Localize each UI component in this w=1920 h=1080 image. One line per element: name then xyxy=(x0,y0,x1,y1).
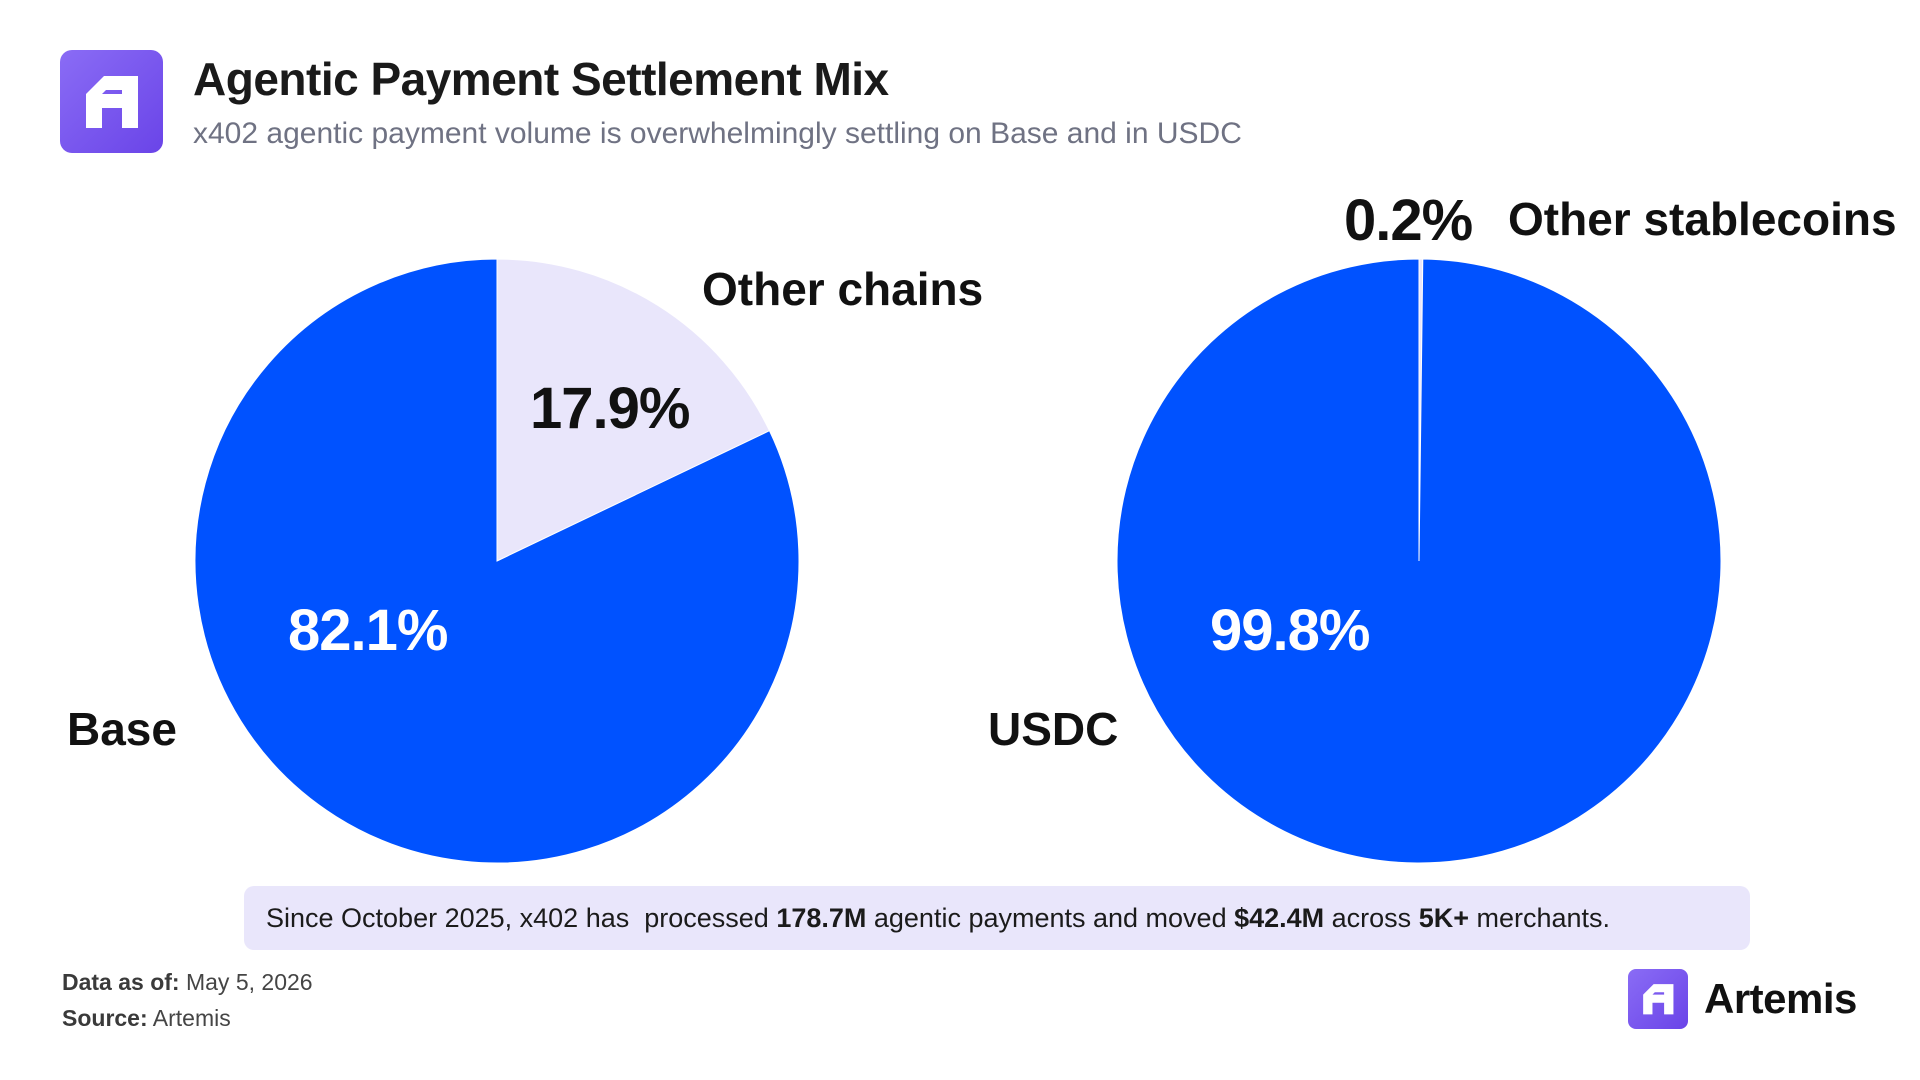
source-value: Artemis xyxy=(152,1005,231,1031)
value-label-other-chains: 17.9% xyxy=(530,376,690,441)
value-label-other-stablecoins: 0.2% xyxy=(1344,188,1473,253)
value-label-base: 82.1% xyxy=(288,598,448,663)
category-label-usdc: USDC xyxy=(988,703,1118,755)
pie-chart-1: Base Other chains 82.1% 17.9% xyxy=(67,258,983,864)
asof-value: May 5, 2026 xyxy=(185,969,313,995)
pie-slice-other-chains xyxy=(496,258,771,562)
callout-merchants: 5K+ xyxy=(1418,902,1469,933)
pie-slice-base xyxy=(194,258,800,864)
callout-mid1: agentic payments and moved xyxy=(866,902,1235,933)
page-subtitle: x402 agentic payment volume is overwhelm… xyxy=(193,117,1242,150)
data-source: Source: Artemis xyxy=(62,1005,231,1032)
asof-label: Data as of: xyxy=(62,969,180,995)
category-label-other-chains: Other chains xyxy=(702,263,983,315)
source-label: Source: xyxy=(62,1005,148,1031)
artemis-logo-icon xyxy=(60,50,163,153)
pie-charts: Base Other chains 82.1% 17.9% USDC Other stab… xyxy=(67,188,1897,864)
brand-name: Artemis xyxy=(1704,975,1857,1022)
value-label-usdc: 99.8% xyxy=(1210,598,1370,663)
callout-prefix: Since October 2025, x402 has processed xyxy=(266,902,777,933)
pie-slice-usdc xyxy=(1116,258,1722,864)
page-title: Agentic Payment Settlement Mix xyxy=(193,53,889,105)
pie-chart-2: USDC Other stablecoins 99.8% 0.2% xyxy=(988,188,1897,864)
category-label-base: Base xyxy=(67,703,177,755)
category-label-other-stablecoins: Other stablecoins xyxy=(1508,193,1897,245)
callout-mid2: across xyxy=(1324,902,1419,933)
brand-logo: Artemis xyxy=(1628,968,1857,1030)
callout-suffix: merchants. xyxy=(1468,902,1611,933)
artemis-logo-icon xyxy=(1628,969,1688,1029)
callout-payments: 178.7M xyxy=(776,902,867,933)
summary-callout: Since October 2025, x402 has processed 1… xyxy=(244,886,1750,950)
data-as-of: Data as of: May 5, 2026 xyxy=(62,969,313,996)
callout-moved: $42.4M xyxy=(1234,902,1325,933)
